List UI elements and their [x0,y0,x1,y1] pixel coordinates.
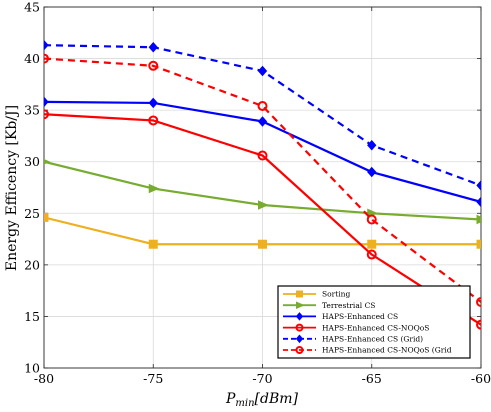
y-tick-label: 40 [24,51,40,66]
data-point [367,239,377,249]
y-tick-label: 25 [24,206,40,221]
y-tick-label: 15 [24,309,40,324]
legend-entry: HAPS-Enhanced CS [283,312,398,321]
data-point [44,96,49,108]
data-point [476,180,481,191]
data-point [148,97,158,109]
series-2 [44,158,481,225]
data-point [258,239,267,249]
legend-entry: Terrestrial CS [283,301,375,310]
tick-labels: -80 -75 -70 -65 -60 10 15 20 25 30 35 40 45 [24,0,491,386]
x-tick-label: -75 [143,371,163,386]
legend-entry: HAPS-Enhanced CS-NOQoS [283,323,429,332]
data-point [44,53,49,64]
legend-label: HAPS-Enhanced CS (Grid) [322,335,423,344]
data-point [44,109,49,120]
data-point [44,158,51,165]
series-lines [44,39,481,330]
data-point [257,101,268,112]
x-tick-label: -80 [34,371,54,386]
data-point [44,39,49,51]
y-axis-title: Energy Efficency [Kb/J] [4,105,20,271]
legend-label: HAPS-Enhanced CS-NOQoS (Grid [322,346,452,355]
data-point [44,212,49,222]
data-point [148,183,160,194]
y-tick-label: 10 [24,361,40,376]
legend-label: HAPS-Enhanced CS [322,312,398,321]
data-point [476,296,481,307]
data-point [148,239,158,249]
y-tick-label: 45 [24,0,40,15]
legend-marker [295,323,304,332]
data-point [148,60,159,71]
data-point [257,116,268,127]
y-tick-label: 30 [24,154,40,169]
data-point [257,150,268,161]
legend: Sorting Terrestrial CS HAPS-Enhanced CS HAP… [277,285,471,359]
data-point [366,214,377,225]
legend-entry: Sorting [283,290,350,299]
legend-marker [295,346,304,354]
legend-marker [296,301,305,309]
data-point [367,166,377,178]
x-axis-title: Pmin[dBm] [225,391,299,409]
series-1 [44,212,481,249]
data-point [476,239,481,249]
data-point [148,41,158,53]
y-tick-label: 20 [24,257,40,272]
data-point [257,65,268,77]
x-tick-label: -60 [471,371,491,386]
series-4 [44,109,481,330]
data-point [258,200,269,210]
legend-entry: HAPS-Enhanced CS-NOQoS (Grid [283,346,452,355]
legend-entry: HAPS-Enhanced CS (Grid) [283,335,423,344]
legend-marker [296,290,303,298]
legend-marker [295,334,304,344]
data-point [476,196,481,208]
data-point [366,249,377,260]
x-axis-title-main: P [225,391,236,407]
x-axis-title-subscript: min [235,398,254,409]
data-point [476,214,481,225]
data-point [476,319,481,330]
legend-label: Terrestrial CS [322,301,375,310]
legend-box [277,285,471,359]
y-tick-label: 35 [24,103,40,118]
legend-label: HAPS-Enhanced CS-NOQoS [322,323,429,332]
data-point [148,115,159,126]
x-axis-title-unit: [dBm] [255,391,299,407]
data-point [367,139,377,151]
series-5 [44,39,481,191]
series-3 [44,96,481,208]
series-line [44,113,481,326]
series-6 [44,53,481,307]
x-tick-label: -65 [362,371,382,386]
legend-marker [295,312,304,321]
series-line [44,57,481,303]
legend-label: Sorting [322,290,350,299]
x-tick-label: -70 [252,371,272,386]
